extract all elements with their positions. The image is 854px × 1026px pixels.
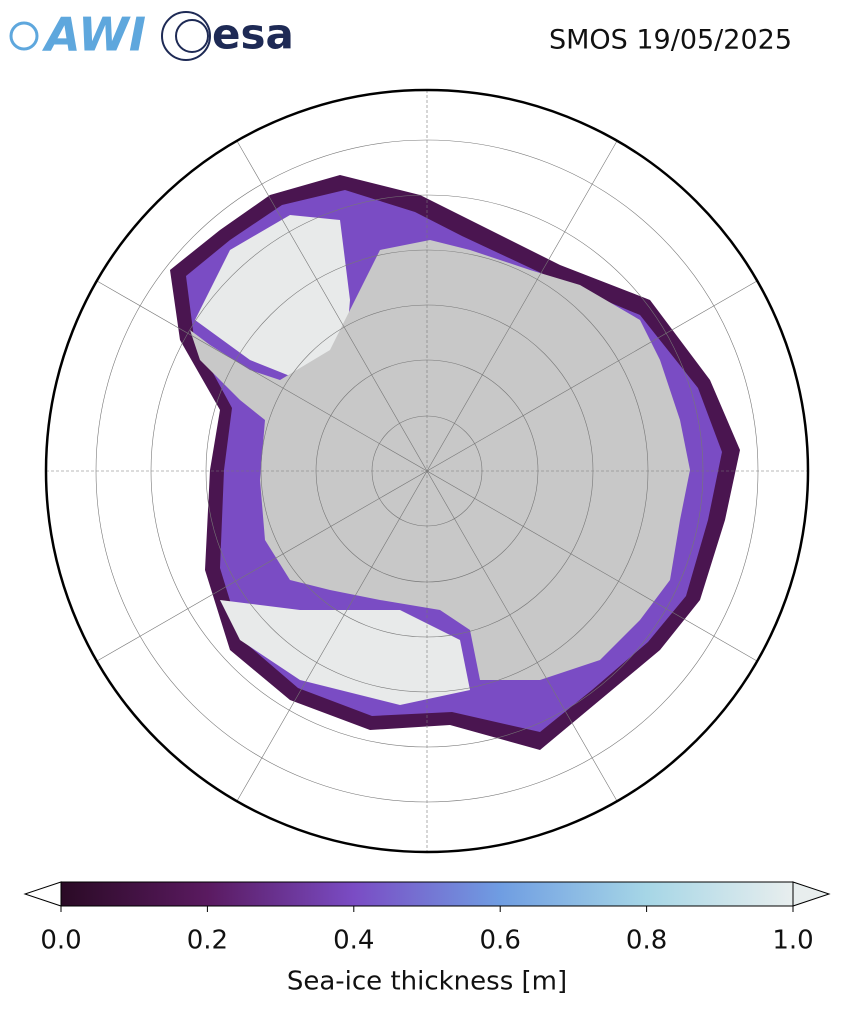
colorbar-tick-label: 0.4	[333, 926, 374, 956]
colorbar	[23, 881, 831, 912]
weddell-ice	[195, 215, 350, 380]
colorbar-tick-label: 0.8	[626, 926, 667, 956]
antarctica	[190, 240, 690, 680]
esa-text: esa	[212, 10, 294, 59]
title: SMOS 19/05/2025	[549, 25, 792, 56]
colorbar-tick-label: 0.6	[480, 926, 521, 956]
colorbar-tick-label: 1.0	[772, 926, 813, 956]
colorbar-tick-label: 0.2	[187, 926, 228, 956]
colorbar-label: Sea-ice thickness [m]	[287, 967, 567, 997]
logo-esa: esa	[161, 10, 294, 61]
colorbar-under	[23, 881, 62, 907]
ross-ice	[220, 600, 470, 705]
map	[46, 90, 808, 852]
colorbar-bar	[60, 881, 794, 907]
colorbar-over	[792, 881, 831, 907]
colorbar-tick-label: 0.0	[40, 926, 81, 956]
map-frame	[44, 88, 810, 854]
awi-text: AWI	[42, 8, 146, 62]
graticule	[46, 90, 808, 852]
logo-awi: AWI	[9, 8, 146, 62]
